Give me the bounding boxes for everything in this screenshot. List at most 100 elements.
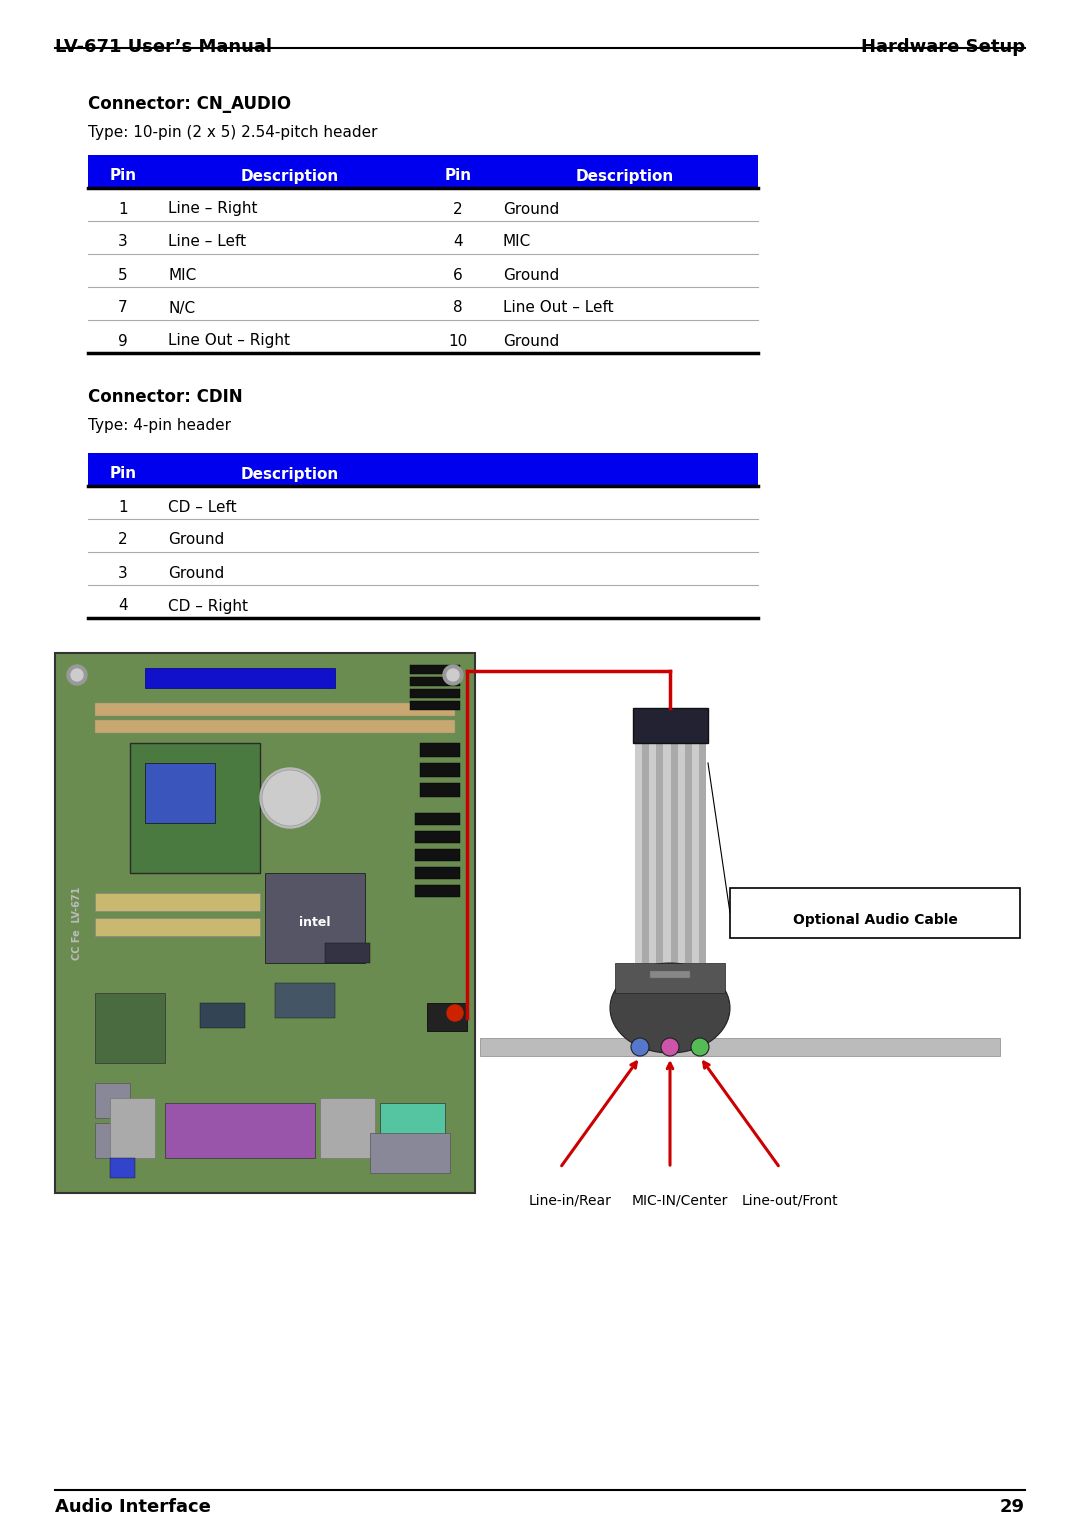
Circle shape	[447, 670, 459, 680]
Circle shape	[71, 670, 83, 680]
Text: Line-in/Rear: Line-in/Rear	[528, 1193, 611, 1206]
Text: LV-671 User’s Manual: LV-671 User’s Manual	[55, 38, 272, 57]
Text: Line – Left: Line – Left	[168, 234, 246, 249]
Bar	[685, 743, 692, 963]
Bar	[110, 1098, 156, 1157]
Text: 7: 7	[118, 301, 127, 315]
Text: 29: 29	[1000, 1498, 1025, 1515]
Text: 2: 2	[118, 532, 127, 547]
Text: MIC-IN/Center: MIC-IN/Center	[632, 1193, 728, 1206]
Text: Hardware Setup: Hardware Setup	[861, 38, 1025, 57]
Text: Ground: Ground	[503, 333, 559, 349]
Text: Description: Description	[576, 168, 674, 183]
Bar	[165, 1102, 315, 1157]
Text: Description: Description	[241, 466, 339, 482]
Bar	[635, 743, 643, 963]
Bar	[480, 1038, 1000, 1057]
Bar	[410, 665, 460, 674]
Bar	[415, 813, 460, 826]
Text: Line – Right: Line – Right	[168, 202, 257, 217]
Bar	[145, 668, 335, 688]
Text: Optional Audio Cable: Optional Audio Cable	[793, 913, 958, 927]
Text: 1: 1	[118, 202, 127, 217]
Text: CD – Left: CD – Left	[168, 500, 237, 514]
Bar	[730, 888, 1020, 937]
Bar	[370, 1133, 450, 1173]
Text: Pin: Pin	[109, 168, 136, 183]
Bar	[650, 971, 690, 979]
Text: Type: 4-pin header: Type: 4-pin header	[87, 417, 231, 433]
Bar	[415, 830, 460, 842]
Text: Description: Description	[241, 168, 339, 183]
Text: Connector: CN_AUDIO: Connector: CN_AUDIO	[87, 95, 292, 113]
Text: 5: 5	[118, 268, 127, 283]
Text: MIC: MIC	[503, 234, 531, 249]
Circle shape	[260, 768, 320, 829]
Circle shape	[67, 665, 87, 685]
Text: 3: 3	[118, 234, 127, 249]
Bar	[420, 743, 460, 757]
Text: 4: 4	[118, 598, 127, 613]
Bar	[677, 743, 685, 963]
Bar	[420, 783, 460, 797]
Text: 4: 4	[454, 234, 463, 249]
Bar	[657, 743, 663, 963]
Circle shape	[661, 1038, 679, 1057]
Circle shape	[447, 1005, 463, 1021]
Text: Connector: CDIN: Connector: CDIN	[87, 388, 243, 407]
Bar	[130, 743, 260, 873]
Text: intel: intel	[299, 916, 330, 930]
Text: 8: 8	[454, 301, 463, 315]
Bar	[692, 743, 699, 963]
Text: CC Fe  LV-671: CC Fe LV-671	[72, 887, 82, 960]
Bar	[55, 653, 475, 1193]
Text: 10: 10	[448, 333, 468, 349]
Bar	[95, 893, 260, 911]
Bar	[95, 720, 455, 732]
Bar	[320, 1098, 375, 1157]
Text: Pin: Pin	[109, 466, 136, 482]
Text: Line-out/Front: Line-out/Front	[742, 1193, 838, 1206]
Text: CD – Right: CD – Right	[168, 598, 248, 613]
Text: Line Out – Left: Line Out – Left	[503, 301, 613, 315]
Text: Ground: Ground	[168, 566, 225, 581]
Bar	[415, 867, 460, 879]
Text: 3: 3	[118, 566, 127, 581]
Text: Audio Interface: Audio Interface	[55, 1498, 211, 1515]
Bar	[87, 154, 758, 188]
Circle shape	[443, 665, 463, 685]
Bar	[95, 1122, 130, 1157]
Bar	[427, 1003, 467, 1031]
Circle shape	[262, 771, 318, 826]
Bar	[410, 700, 460, 709]
Text: 1: 1	[118, 500, 127, 514]
Bar	[95, 1083, 130, 1118]
Text: N/C: N/C	[168, 301, 195, 315]
Bar	[410, 690, 460, 699]
Bar	[663, 743, 671, 963]
Bar	[265, 873, 365, 963]
Text: Type: 10-pin (2 x 5) 2.54-pitch header: Type: 10-pin (2 x 5) 2.54-pitch header	[87, 125, 378, 141]
Bar	[275, 983, 335, 1018]
Bar	[200, 1003, 245, 1027]
Text: Ground: Ground	[503, 268, 559, 283]
Bar	[643, 743, 649, 963]
Text: Pin: Pin	[445, 168, 472, 183]
Circle shape	[631, 1038, 649, 1057]
Bar	[420, 763, 460, 777]
Text: 9: 9	[118, 333, 127, 349]
Bar	[95, 917, 260, 936]
Text: MIC: MIC	[168, 268, 197, 283]
Bar	[380, 1102, 445, 1157]
Bar	[145, 763, 215, 823]
Bar	[633, 708, 708, 743]
Bar	[415, 885, 460, 898]
Text: Ground: Ground	[168, 532, 225, 547]
Bar	[649, 743, 657, 963]
Bar	[110, 1157, 135, 1177]
Text: Line Out – Right: Line Out – Right	[168, 333, 291, 349]
Bar	[87, 453, 758, 486]
Bar	[410, 677, 460, 687]
Bar	[615, 963, 725, 992]
Text: 6: 6	[454, 268, 463, 283]
